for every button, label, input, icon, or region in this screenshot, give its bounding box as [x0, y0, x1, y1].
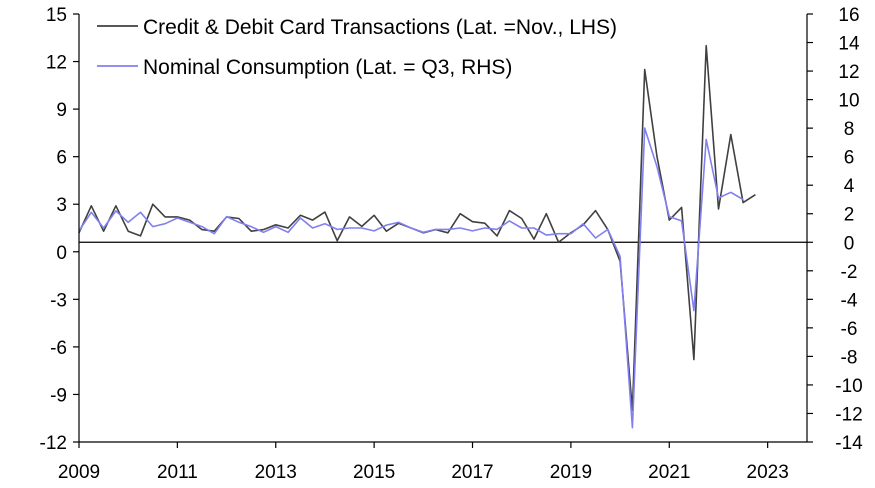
right-y-tick-label: -8 [841, 347, 858, 368]
left-y-tick-label: 12 [46, 53, 67, 74]
x-tick-label: 2021 [648, 462, 690, 483]
right-y-tick-label: 10 [838, 91, 859, 112]
x-tick-label: 2011 [157, 462, 198, 483]
x-tick-label: 2023 [747, 462, 789, 483]
left-y-tick-label: 6 [56, 148, 67, 169]
left-y-tick-label: -12 [40, 433, 67, 454]
right-y-tick-label: -6 [841, 319, 858, 340]
series-line-1 [78, 44, 756, 412]
left-y-tick-label: -9 [50, 385, 67, 406]
right-y-tick-label: 4 [844, 176, 855, 197]
legend-label-1: Credit & Debit Card Transactions (Lat. =… [143, 16, 617, 39]
right-y-tick-label: -14 [835, 433, 863, 454]
plot-lines [78, 44, 807, 429]
left-y-tick-label: 0 [56, 243, 67, 264]
x-tick-label: 2019 [550, 462, 592, 483]
right-y-tick-label: 12 [838, 62, 859, 83]
axes: 15 12 9 6 3 0 -3 -6 -9 -12 16 14 12 10 8 6 4 2 0 -2 -4 -6 -8 -1… [40, 5, 864, 483]
right-y-tick-label: -12 [835, 404, 862, 425]
x-tick-label: 2017 [451, 462, 493, 483]
x-tick-label: 2009 [58, 462, 100, 483]
legend: Credit & Debit Card Transactions (Lat. =… [97, 16, 617, 79]
right-y-tick-label: -4 [841, 290, 858, 311]
right-y-tick-label: 2 [844, 205, 855, 226]
left-y-tick-label: 3 [56, 195, 67, 216]
right-y-tick-label: -2 [841, 262, 858, 283]
left-y-tick-label: 9 [56, 100, 67, 121]
left-y-tick-label: -3 [50, 290, 67, 311]
right-y-tick-label: 6 [844, 148, 855, 169]
x-tick-label: 2015 [353, 462, 395, 483]
right-y-tick-label: 16 [838, 5, 859, 26]
left-y-tick-label: 15 [46, 5, 67, 26]
x-tick-label: 2013 [255, 462, 297, 483]
series-line-2 [78, 127, 744, 429]
right-y-tick-label: 14 [838, 34, 860, 55]
right-y-tick-label: 0 [844, 233, 855, 254]
right-y-tick-label: -10 [835, 376, 862, 397]
right-y-tick-label: 8 [844, 119, 855, 140]
legend-label-2: Nominal Consumption (Lat. = Q3, RHS) [143, 56, 512, 79]
left-y-tick-label: -6 [50, 338, 67, 359]
